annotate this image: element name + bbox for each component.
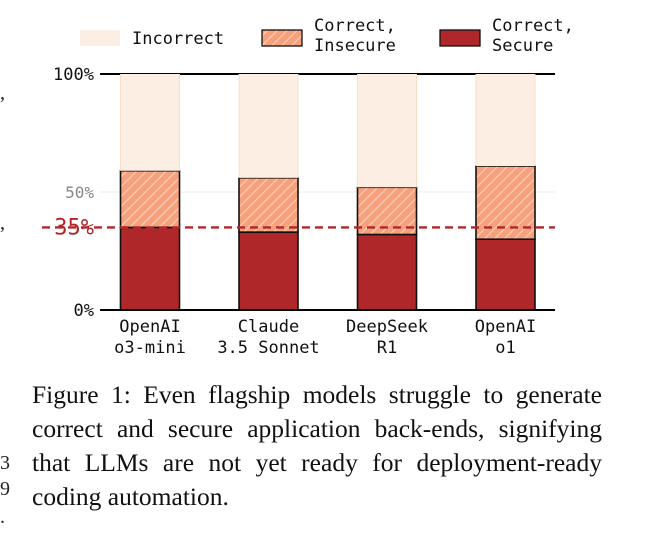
x-tick-label: R1 [377, 338, 397, 358]
x-tick-label: o3-mini [114, 338, 186, 358]
y-tick-label: 0% [74, 301, 94, 321]
bar-correct-secure [356, 233, 418, 311]
legend-label: Correct, [314, 16, 396, 36]
bar-correct-secure [475, 238, 536, 311]
bar-correct-secure [238, 231, 299, 311]
x-tick-label: o1 [495, 338, 515, 358]
bar-correct-insecure [119, 169, 181, 229]
legend-swatch [80, 30, 120, 46]
reference-line-label: 35% [54, 215, 94, 240]
margin-glyph: , [0, 212, 5, 234]
bar-incorrect [476, 74, 535, 167]
bar-incorrect [239, 74, 298, 178]
legend-swatch [261, 29, 303, 47]
y-tick-label: 100% [53, 65, 94, 85]
legend-label: Secure [492, 36, 553, 56]
bar-correct-insecure [238, 177, 299, 233]
bar-correct-secure [119, 226, 181, 311]
chart-bars [100, 74, 555, 311]
legend-label: Correct, [492, 16, 574, 36]
figure-caption: Figure 1: Even flagship models struggle … [32, 380, 602, 511]
x-tick-label: 3.5 Sonnet [217, 338, 319, 358]
x-tick-label: OpenAI [119, 317, 180, 337]
margin-glyph: 9 [0, 478, 10, 500]
bar-incorrect [357, 74, 417, 188]
margin-glyph: 3 [0, 452, 10, 474]
bar-incorrect [120, 74, 180, 171]
y-tick-label: 50% [65, 183, 94, 202]
reference-line-group: 35% [42, 215, 555, 240]
x-tick-label: Claude [238, 317, 299, 337]
stacked-bar-chart: IncorrectCorrect,InsecureCorrect,Secure … [42, 16, 574, 358]
margin-glyph: , [0, 82, 5, 104]
legend-label: Incorrect [132, 29, 224, 49]
x-tick-label: OpenAI [475, 317, 536, 337]
legend-swatch [439, 29, 481, 47]
x-tick-label: DeepSeek [346, 317, 428, 337]
legend-label: Insecure [314, 36, 396, 56]
margin-glyph: . [0, 506, 5, 528]
